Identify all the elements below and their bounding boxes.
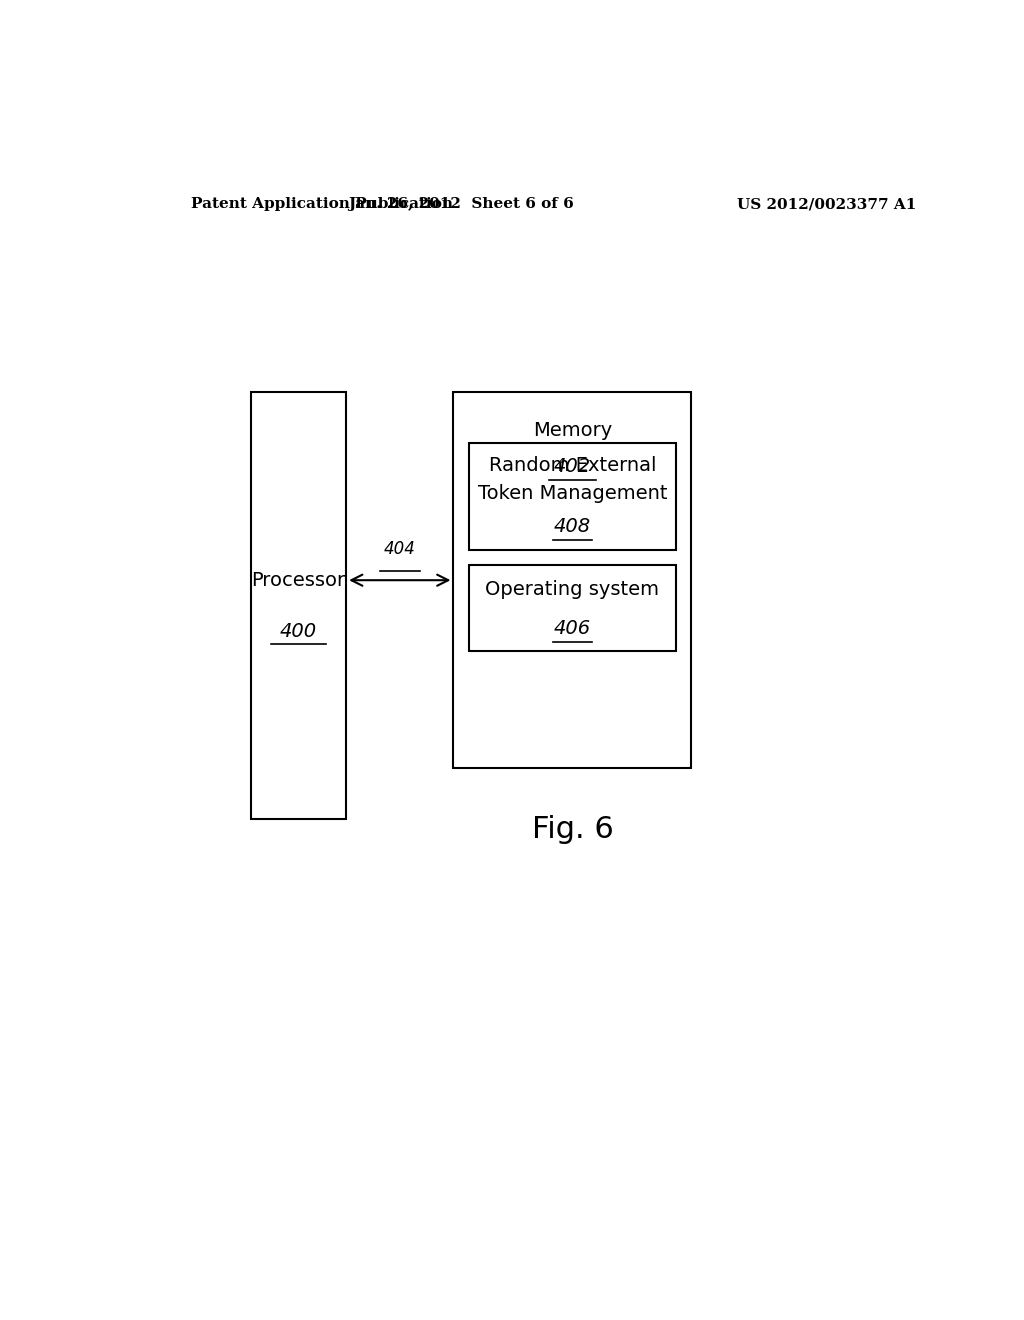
- Bar: [469, 444, 676, 549]
- Text: 406: 406: [554, 619, 591, 638]
- Text: Fig. 6: Fig. 6: [531, 814, 613, 843]
- Text: Processor: Processor: [252, 570, 346, 590]
- Bar: [454, 392, 691, 768]
- Bar: [469, 565, 676, 651]
- Text: Token Management: Token Management: [477, 484, 668, 503]
- Text: Jan. 26, 2012  Sheet 6 of 6: Jan. 26, 2012 Sheet 6 of 6: [348, 197, 574, 211]
- Text: 402: 402: [554, 457, 591, 477]
- Text: Random External: Random External: [488, 457, 656, 475]
- Text: US 2012/0023377 A1: US 2012/0023377 A1: [736, 197, 916, 211]
- Text: 408: 408: [554, 517, 591, 536]
- Text: 400: 400: [280, 622, 317, 640]
- Text: Memory: Memory: [532, 421, 612, 441]
- Text: 404: 404: [384, 540, 416, 558]
- Text: Operating system: Operating system: [485, 581, 659, 599]
- Bar: [251, 392, 346, 818]
- Text: Patent Application Publication: Patent Application Publication: [191, 197, 454, 211]
